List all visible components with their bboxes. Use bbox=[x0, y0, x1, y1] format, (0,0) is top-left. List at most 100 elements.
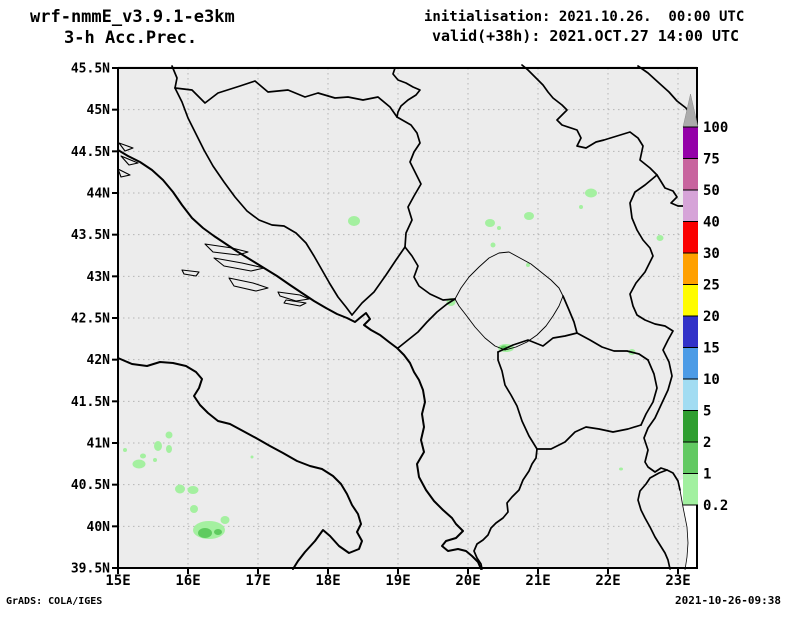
lon-tick-label: 16E bbox=[175, 573, 200, 589]
island-outline bbox=[277, 291, 310, 302]
country-border bbox=[351, 246, 406, 316]
colorbar-segment bbox=[683, 127, 698, 159]
valid-time-label: valid(+38h): 2021.OCT.27 14:00 UTC bbox=[432, 27, 740, 45]
colorbar-tick-label: 100 bbox=[703, 120, 728, 136]
precip-patch bbox=[526, 263, 530, 267]
colorbar-tick-label: 75 bbox=[703, 152, 720, 168]
lon-tick-label: 23E bbox=[665, 573, 690, 589]
country-border bbox=[640, 359, 658, 426]
colorbar-segment bbox=[683, 158, 698, 190]
lat-tick-label: 43.5N bbox=[71, 228, 110, 243]
lon-tick-label: 22E bbox=[595, 573, 620, 589]
colorbar-tick-label: 0.2 bbox=[703, 498, 728, 514]
colorbar-tick-label: 10 bbox=[703, 372, 720, 388]
country-border bbox=[497, 351, 538, 450]
precip-patch bbox=[348, 216, 360, 226]
coastline bbox=[117, 149, 482, 570]
colorbar-tick-label: 1 bbox=[703, 467, 711, 483]
colorbar-tick-label: 2 bbox=[703, 435, 711, 451]
precip-patch bbox=[132, 459, 146, 469]
colorbar-segment bbox=[683, 442, 698, 474]
lat-tick-label: 39.5N bbox=[71, 562, 110, 577]
country-border bbox=[174, 80, 398, 118]
colorbar-tick-label: 5 bbox=[703, 404, 711, 420]
lat-tick-label: 41.5N bbox=[71, 395, 110, 410]
precip-patch bbox=[187, 486, 199, 494]
colorbar-segment bbox=[683, 316, 698, 348]
country-border bbox=[392, 67, 421, 118]
lat-tick-label: 42N bbox=[87, 353, 111, 368]
colorbar-segment bbox=[683, 347, 698, 379]
precip-patch bbox=[497, 226, 501, 230]
precip-patch bbox=[123, 448, 127, 452]
grads-credit: GrADS: COLA/IGES bbox=[6, 596, 103, 607]
country-border bbox=[497, 332, 649, 361]
lat-tick-label: 45N bbox=[87, 103, 111, 118]
colorbar-tick-label: 15 bbox=[703, 341, 720, 357]
colorbar-tick-label: 20 bbox=[703, 309, 720, 325]
precip-patch bbox=[190, 505, 198, 513]
lat-tick-label: 40N bbox=[87, 520, 111, 535]
precip-patch bbox=[619, 467, 623, 471]
precip-patch bbox=[166, 445, 172, 453]
colorbar-segment bbox=[683, 190, 698, 222]
colorbar-segment bbox=[683, 410, 698, 442]
precip-patch bbox=[214, 529, 222, 535]
lon-tick-label: 21E bbox=[525, 573, 550, 589]
country-border bbox=[171, 65, 178, 89]
island-outline bbox=[181, 269, 200, 277]
precip-patch bbox=[220, 516, 230, 524]
precip-patch bbox=[154, 441, 162, 451]
colorbar-tick-label: 40 bbox=[703, 215, 720, 231]
country-border bbox=[637, 469, 671, 570]
country-border bbox=[562, 295, 578, 334]
country-border bbox=[473, 448, 538, 570]
product-title: 3-h Acc.Prec. bbox=[64, 28, 198, 48]
colorbar-tick-label: 25 bbox=[703, 278, 720, 294]
precip-patch bbox=[490, 242, 496, 248]
colorbar-segment bbox=[683, 284, 698, 316]
coastline bbox=[117, 357, 363, 570]
init-time-label: initialisation: 2021.10.26. 00:00 UTC bbox=[424, 9, 745, 25]
precip-patch bbox=[579, 205, 583, 209]
lat-tick-label: 42.5N bbox=[71, 312, 110, 327]
lon-tick-label: 20E bbox=[455, 573, 480, 589]
island-outline bbox=[228, 277, 269, 292]
island-outline bbox=[118, 142, 134, 152]
precip-patch bbox=[165, 431, 173, 439]
domain-edge-line bbox=[679, 489, 689, 571]
precip-patch bbox=[250, 455, 254, 459]
lat-tick-label: 41N bbox=[87, 437, 111, 452]
precip-patch bbox=[175, 484, 185, 494]
country-border bbox=[521, 64, 681, 491]
map-background bbox=[118, 66, 697, 568]
generation-timestamp: 2021-10-26-09:38 bbox=[675, 594, 781, 607]
lon-tick-label: 17E bbox=[245, 573, 270, 589]
precip-patch bbox=[656, 235, 664, 241]
precip-patch bbox=[485, 219, 495, 227]
lat-tick-label: 45.5N bbox=[71, 62, 110, 77]
colorbar-segment bbox=[683, 221, 698, 253]
lat-tick-label: 43N bbox=[87, 270, 111, 285]
colorbar-segment bbox=[683, 379, 698, 411]
precip-patch bbox=[198, 528, 212, 538]
island-outline bbox=[120, 155, 139, 166]
colorbar-tick-label: 30 bbox=[703, 246, 720, 262]
precip-patch bbox=[153, 458, 157, 462]
country-border bbox=[397, 298, 456, 349]
island-outline bbox=[283, 299, 307, 307]
lon-tick-label: 15E bbox=[105, 573, 130, 589]
lat-tick-label: 40.5N bbox=[71, 478, 110, 493]
lon-tick-label: 19E bbox=[385, 573, 410, 589]
model-title: wrf-nmmE_v3.9.1-e3km bbox=[30, 7, 235, 27]
country-border bbox=[536, 424, 642, 450]
precip-patch bbox=[140, 453, 146, 459]
thin-border bbox=[454, 251, 564, 351]
country-border bbox=[404, 246, 456, 301]
colorbar-tick-label: 50 bbox=[703, 183, 720, 199]
country-border bbox=[396, 116, 422, 248]
lat-tick-label: 44N bbox=[87, 187, 111, 202]
island-outline bbox=[213, 257, 265, 272]
